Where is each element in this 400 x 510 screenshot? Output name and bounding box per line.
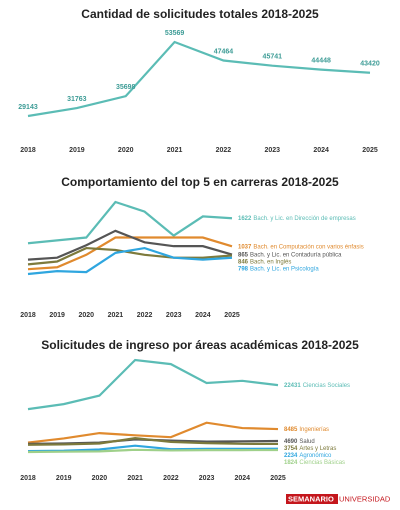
value-label: 35698 (116, 84, 136, 91)
x-tick-label: 2023 (199, 475, 215, 482)
series-name: Agronómico (299, 453, 332, 459)
end-value: 22431 (284, 383, 301, 389)
series-name: Bach. y Lic. en Psicología (250, 266, 319, 272)
series-name: Bach. en Inglés (250, 259, 291, 265)
x-tick-label: 2019 (56, 475, 72, 482)
data-line (27, 200, 233, 245)
end-value: 1037 (238, 244, 252, 250)
series-name: Ciencias Básicas (299, 460, 345, 466)
value-label: 45741 (263, 54, 283, 61)
end-label: 1622 Bach. y Lic. en Dirección de empresa… (238, 216, 356, 222)
series-name: Salud (299, 439, 314, 445)
end-label: 1824 Ciencias Básicas (284, 460, 345, 466)
series-name: Bach. y Lic. en Dirección de empresas (253, 216, 355, 222)
data-line (27, 246, 233, 276)
x-tick-label: 2018 (20, 147, 36, 154)
end-label: 2234 Agronómico (284, 453, 332, 459)
logo-left: SEMANARIO (288, 494, 334, 503)
value-label: 53569 (165, 30, 185, 37)
data-line (27, 246, 233, 266)
end-value: 846 (238, 259, 249, 265)
x-tick-label: 2021 (127, 475, 143, 482)
x-tick-label: 2020 (78, 312, 94, 319)
x-tick-label: 2021 (108, 312, 124, 319)
value-label: 44448 (311, 57, 331, 64)
end-label: 1037 Bach. en Computación con varios énfa… (238, 244, 364, 250)
series-name: Ingenierías (299, 427, 329, 433)
data-line (27, 358, 279, 411)
x-tick-label: 2021 (167, 147, 183, 154)
end-value: 8485 (284, 427, 298, 433)
x-tick-label: 2019 (49, 312, 65, 319)
end-value: 1622 (238, 216, 252, 222)
x-tick-label: 2024 (313, 147, 329, 154)
data-line (27, 444, 279, 453)
value-label: 29143 (18, 104, 38, 111)
x-tick-label: 2023 (166, 312, 182, 319)
value-label: 31763 (67, 96, 87, 103)
chart-title: Cantidad de solicitudes totales 2018-202… (81, 7, 319, 21)
x-tick-label: 2022 (137, 312, 153, 319)
value-label: 47464 (214, 48, 234, 55)
chart-title: Solicitudes de ingreso por áreas académi… (41, 338, 359, 352)
data-line (27, 229, 233, 261)
series-name: Ciencias Sociales (303, 383, 350, 389)
x-tick-label: 2024 (195, 312, 211, 319)
x-tick-label: 2018 (20, 475, 36, 482)
x-tick-label: 2022 (163, 475, 179, 482)
logo-box (286, 494, 338, 504)
end-value: 2234 (284, 453, 298, 459)
data-line (27, 40, 371, 118)
x-tick-label: 2020 (92, 475, 108, 482)
x-tick-label: 2025 (362, 147, 378, 154)
logo-right: UNIVERSIDAD (339, 494, 391, 503)
value-label: 43420 (360, 61, 380, 68)
series-name: Bach. y Lic. en Contaduría pública (250, 252, 342, 258)
end-value: 798 (238, 266, 249, 272)
data-line (27, 448, 279, 454)
x-tick-label: 2023 (264, 147, 280, 154)
end-label: 846 Bach. en Inglés (238, 259, 291, 265)
end-value: 1824 (284, 460, 298, 466)
end-label: 8485 Ingenierías (284, 427, 329, 433)
x-tick-label: 2025 (270, 475, 286, 482)
x-tick-label: 2019 (69, 147, 85, 154)
end-value: 3754 (284, 446, 298, 452)
end-label: 3754 Artes y Letras (284, 446, 336, 452)
end-value: 4690 (284, 439, 298, 445)
series-name: Artes y Letras (299, 446, 336, 452)
data-line (27, 421, 279, 444)
chart-title: Comportamiento del top 5 en carreras 201… (61, 175, 339, 189)
series-name: Bach. en Computación con varios énfasis (253, 244, 363, 250)
end-value: 865 (238, 252, 249, 258)
x-tick-label: 2024 (234, 475, 250, 482)
x-tick-label: 2020 (118, 147, 134, 154)
x-tick-label: 2025 (224, 312, 240, 319)
end-label: 798 Bach. y Lic. en Psicología (238, 266, 319, 272)
x-tick-label: 2018 (20, 312, 36, 319)
x-tick-label: 2022 (216, 147, 232, 154)
end-label: 4690 Salud (284, 439, 315, 445)
end-label: 22431 Ciencias Sociales (284, 383, 350, 389)
data-line (27, 437, 279, 446)
end-label: 865 Bach. y Lic. en Contaduría pública (238, 252, 342, 258)
